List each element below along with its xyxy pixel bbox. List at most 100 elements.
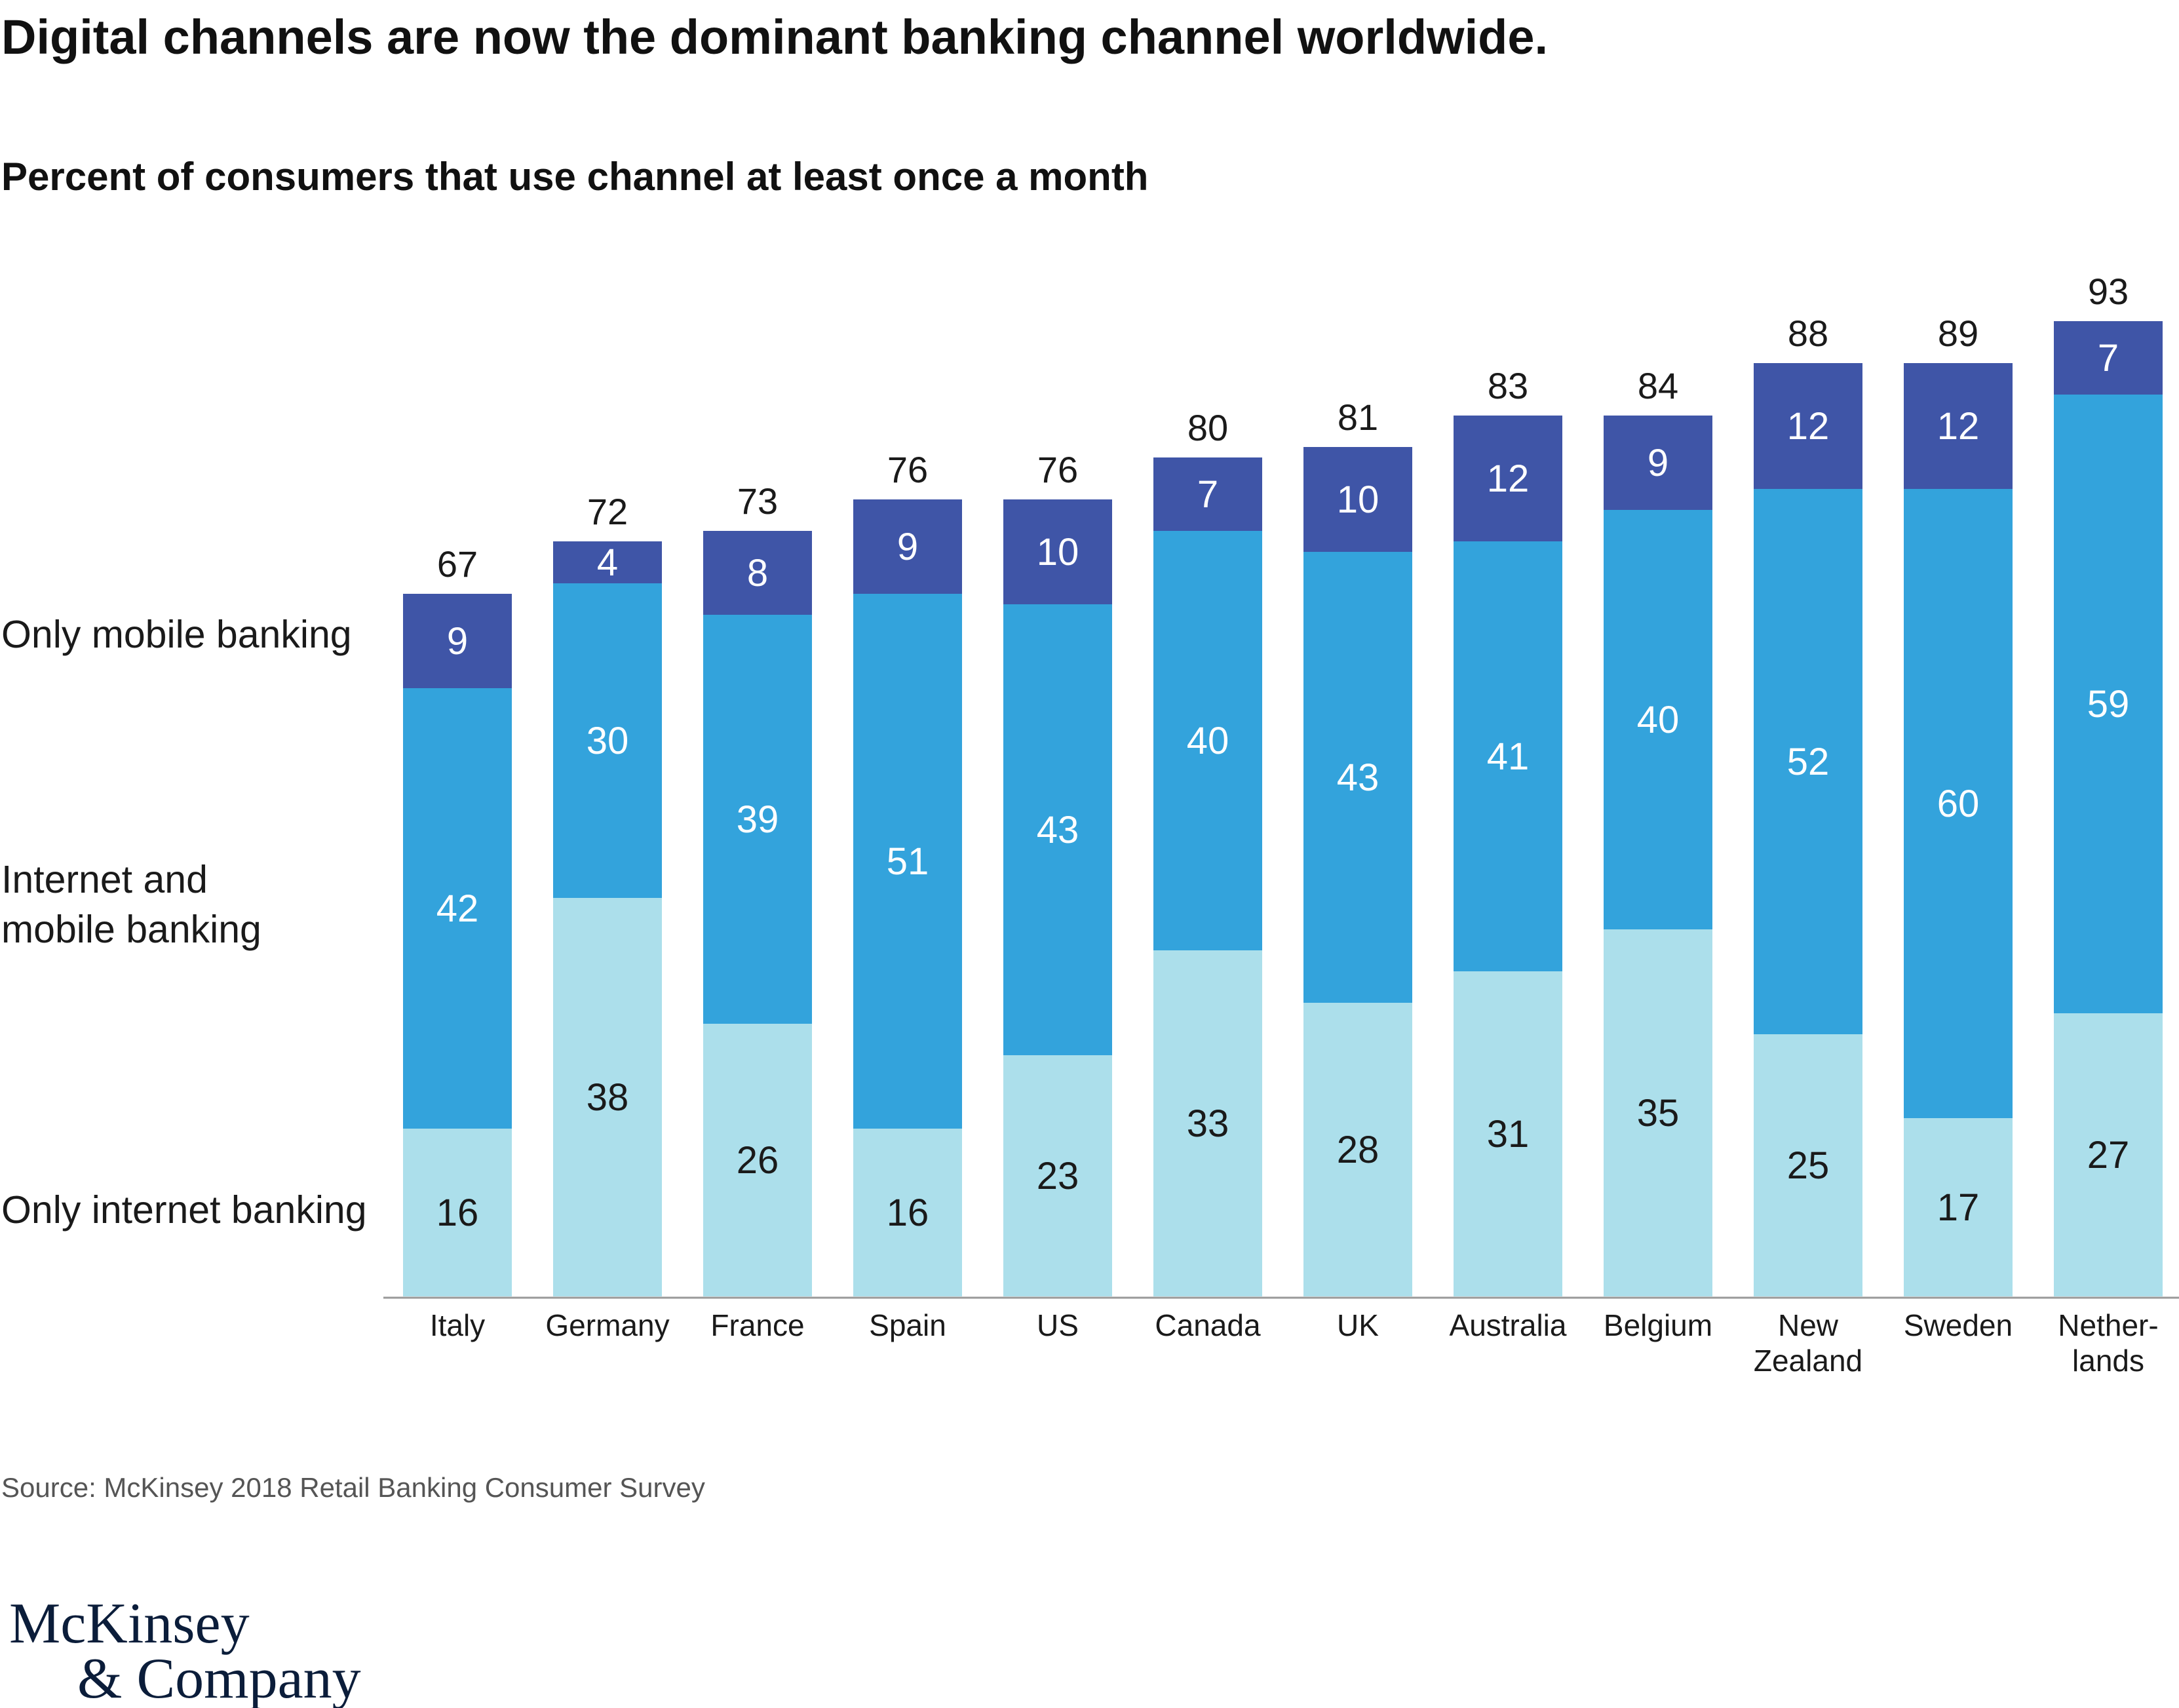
bar-segment-internet-only xyxy=(2054,1013,2163,1296)
category-label: lands xyxy=(2072,1344,2144,1378)
data-label-both: 39 xyxy=(737,798,779,841)
bar-segment-both xyxy=(703,615,812,1024)
mckinsey-logo: McKinsey & Company xyxy=(9,1592,361,1708)
data-label-mobile-only: 8 xyxy=(747,552,768,594)
total-label: 84 xyxy=(1638,365,1678,406)
category-label: UK xyxy=(1337,1308,1379,1342)
data-label-internet-only: 16 xyxy=(887,1192,929,1234)
bar-stack: 35 40 9 84 xyxy=(1604,365,1712,1296)
bar-segment-internet-only xyxy=(1754,1034,1862,1296)
total-label: 80 xyxy=(1187,407,1228,448)
bar-segment-both xyxy=(1754,489,1862,1034)
data-label-internet-only: 26 xyxy=(737,1139,779,1182)
bar-segment-internet-only xyxy=(1454,971,1562,1296)
bar-stack: 23 43 10 76 xyxy=(1003,449,1112,1296)
category-label: Zealand xyxy=(1754,1344,1862,1378)
bar-segment-mobile-only xyxy=(1153,457,1262,531)
data-label-both: 40 xyxy=(1187,720,1229,762)
data-label-both: 30 xyxy=(587,720,629,762)
total-label: 81 xyxy=(1338,397,1378,438)
data-label-mobile-only: 10 xyxy=(1037,531,1079,573)
category-label: Australia xyxy=(1450,1308,1567,1342)
bar-segment-both xyxy=(1454,541,1562,971)
bar-segment-both xyxy=(853,594,962,1129)
category-label: Belgium xyxy=(1604,1308,1712,1342)
category-label: Nether- xyxy=(2058,1308,2158,1342)
legend-mobile-only: Only mobile banking xyxy=(1,613,352,656)
data-label-both: 51 xyxy=(887,840,929,883)
bar-segment-mobile-only xyxy=(1303,447,1412,552)
total-label: 67 xyxy=(437,543,478,585)
total-label: 83 xyxy=(1488,365,1528,406)
data-label-internet-only: 33 xyxy=(1187,1102,1229,1145)
data-label-internet-only: 27 xyxy=(2087,1134,2130,1176)
category-label: Italy xyxy=(430,1308,485,1342)
bar-segment-mobile-only xyxy=(1454,416,1562,541)
data-label-mobile-only: 7 xyxy=(2098,337,2119,379)
bars-group: 16 42 9 67 38 30 4 72 26 39 8 73 16 51 9 76 23 43 10 76 33 40… xyxy=(403,271,2163,1296)
total-label: 76 xyxy=(887,449,928,490)
bar-segment-mobile-only xyxy=(553,541,662,583)
bar-segment-mobile-only xyxy=(403,594,512,688)
bar-segment-both xyxy=(1604,510,1712,929)
bar-segment-both xyxy=(1904,489,2013,1118)
data-label-internet-only: 35 xyxy=(1637,1092,1680,1135)
data-label-mobile-only: 9 xyxy=(447,620,468,663)
data-label-both: 59 xyxy=(2087,683,2130,726)
category-label: Sweden xyxy=(1904,1308,2013,1342)
data-label-internet-only: 31 xyxy=(1487,1113,1530,1155)
category-label: US xyxy=(1037,1308,1079,1342)
legend-both-line2: mobile banking xyxy=(1,908,261,951)
bar-segment-both xyxy=(1003,604,1112,1055)
bar-segment-internet-only xyxy=(1003,1055,1112,1296)
total-label: 88 xyxy=(1788,313,1828,354)
data-label-both: 40 xyxy=(1637,699,1680,741)
legend-internet-only: Only internet banking xyxy=(1,1188,367,1232)
data-label-internet-only: 23 xyxy=(1037,1155,1079,1197)
data-label-both: 42 xyxy=(436,887,479,930)
data-label-mobile-only: 12 xyxy=(1487,457,1530,500)
bar-segment-both xyxy=(1303,552,1412,1003)
data-label-internet-only: 25 xyxy=(1787,1144,1830,1187)
data-label-both: 43 xyxy=(1337,756,1379,799)
bar-segment-both xyxy=(1153,531,1262,950)
bar-stack: 26 39 8 73 xyxy=(703,480,812,1296)
bar-segment-internet-only xyxy=(1604,929,1712,1296)
bar-segment-both xyxy=(403,688,512,1129)
source-note: Source: McKinsey 2018 Retail Banking Con… xyxy=(1,1472,705,1503)
bar-segment-internet-only xyxy=(853,1129,962,1296)
bar-segment-mobile-only xyxy=(853,499,962,594)
data-label-internet-only: 28 xyxy=(1337,1129,1379,1171)
total-label: 93 xyxy=(2088,271,2129,312)
bar-segment-mobile-only xyxy=(1904,363,2013,489)
bar-segment-mobile-only xyxy=(703,531,812,615)
data-label-mobile-only: 12 xyxy=(1787,405,1830,448)
logo-line2: & Company xyxy=(77,1647,361,1708)
data-label-internet-only: 17 xyxy=(1937,1186,1980,1229)
bar-stack: 28 43 10 81 xyxy=(1303,397,1412,1296)
bar-stack: 16 42 9 67 xyxy=(403,543,512,1296)
bar-segment-internet-only xyxy=(1303,1003,1412,1296)
chart-subtitle: Percent of consumers that use channel at… xyxy=(1,155,1148,199)
bar-stack: 25 52 12 88 xyxy=(1754,313,1862,1296)
category-label: New xyxy=(1778,1308,1839,1342)
bar-stack: 17 60 12 89 xyxy=(1904,313,2013,1296)
data-label-internet-only: 38 xyxy=(587,1076,629,1119)
data-label-both: 52 xyxy=(1787,741,1830,783)
bar-segment-internet-only xyxy=(553,898,662,1296)
data-label-both: 60 xyxy=(1937,783,1980,825)
data-label-both: 43 xyxy=(1037,809,1079,851)
bar-segment-mobile-only xyxy=(1604,416,1712,510)
bar-segment-internet-only xyxy=(1904,1118,2013,1296)
legend-both-line1: Internet and xyxy=(1,858,208,901)
category-label: Canada xyxy=(1155,1308,1261,1342)
bar-segment-both xyxy=(2054,395,2163,1013)
category-labels: Italy Germany France Spain US Canada UK Austral… xyxy=(430,1308,2159,1378)
bar-stack: 16 51 9 76 xyxy=(853,449,962,1296)
category-label: Germany xyxy=(545,1308,669,1342)
total-label: 73 xyxy=(737,480,778,522)
legend: Only mobile banking Internet and mobile … xyxy=(1,613,367,1232)
data-label-internet-only: 16 xyxy=(436,1192,479,1234)
bar-segment-mobile-only xyxy=(2054,321,2163,395)
data-label-mobile-only: 10 xyxy=(1337,478,1379,521)
